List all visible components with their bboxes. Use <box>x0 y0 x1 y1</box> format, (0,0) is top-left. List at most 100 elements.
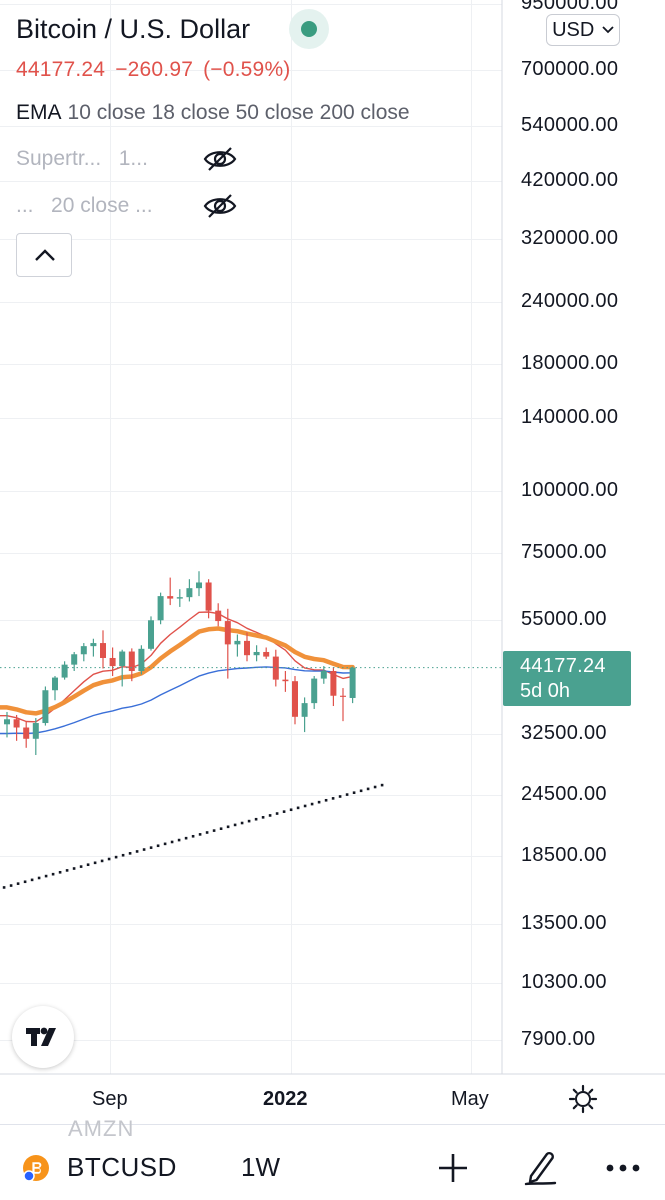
price-scale-label: 10300.00 <box>521 970 607 993</box>
ema-200-dot <box>205 831 209 834</box>
ema-200-dot <box>261 816 265 819</box>
last-price: 44177.24 <box>16 58 106 81</box>
ema-200-dot <box>373 785 377 789</box>
ema-200-dot <box>317 800 321 804</box>
ema-10-line <box>0 611 354 723</box>
bitcoin-icon <box>23 1155 49 1182</box>
price-change-percent: (−0.59%) <box>203 58 291 81</box>
candle-body <box>205 582 212 611</box>
ema-200-dot <box>23 880 27 884</box>
symbol-title[interactable]: Bitcoin / U.S. Dollar <box>16 14 251 44</box>
market-open-dot <box>301 21 317 37</box>
ema-50-line <box>0 666 354 735</box>
ema-200-dot <box>282 810 286 813</box>
chevron-up-icon <box>35 249 55 261</box>
ema-200-dot <box>114 855 118 859</box>
ema-200-dot <box>121 853 125 857</box>
candle-body <box>90 643 97 647</box>
current-price-tag: 44177.24 5d 0h <box>503 651 631 706</box>
ema-200-dot <box>156 844 160 848</box>
ema-200-dot <box>100 859 104 863</box>
ema-200-dot <box>212 829 216 832</box>
ema-200-dot <box>352 791 356 794</box>
ema-200-dot <box>2 886 6 889</box>
candle-body <box>311 678 318 704</box>
price-scale-label: 24500.00 <box>521 783 607 806</box>
ema-200-dot <box>254 817 258 821</box>
ema-200-dot <box>310 802 314 806</box>
candle-body <box>52 677 58 691</box>
candle-body <box>42 690 49 724</box>
ema-200-dot <box>198 833 202 836</box>
market-status-indicator[interactable] <box>289 9 329 49</box>
ema-200-dot <box>219 827 223 831</box>
ema-200-dot <box>226 825 230 829</box>
ema-200-dot <box>289 808 293 812</box>
time-label-sep: Sep <box>92 1088 128 1110</box>
more-options-icon[interactable] <box>605 1158 641 1178</box>
ema-200-dot <box>324 798 328 802</box>
bar-close-countdown: 5d 0h <box>520 680 571 702</box>
price-scale-label: 18500.00 <box>521 843 607 866</box>
ema-200-dot <box>135 850 139 853</box>
ema-200-dot <box>240 821 244 825</box>
ema-200-dot <box>268 814 272 817</box>
supertrend-indicator-legend[interactable]: Supertr... 1... <box>16 147 148 171</box>
ema-200-dot <box>107 857 111 861</box>
hidden-indicator-args: 20 close ... <box>51 194 153 217</box>
ema-200-dot <box>303 804 307 808</box>
time-label-may: May <box>451 1088 489 1110</box>
ema-200-dot <box>86 863 90 867</box>
hidden-indicator-legend[interactable]: ... 20 close ... <box>16 194 153 218</box>
candle-body <box>61 664 68 678</box>
interval-selector[interactable]: 1W <box>241 1152 280 1182</box>
ema-200-dot <box>72 867 76 870</box>
price-scale-label: 140000.00 <box>521 406 619 429</box>
currency-label: USD <box>552 19 595 41</box>
candle-body <box>282 679 289 682</box>
candle-body <box>186 588 193 598</box>
symbol-selector[interactable]: BTCUSD <box>67 1152 177 1182</box>
price-scale-label: 700000.00 <box>521 58 619 81</box>
settings-icon[interactable] <box>567 1083 599 1115</box>
ema-200-dot <box>170 840 174 844</box>
price-scale-label: 55000.00 <box>521 608 607 631</box>
ema-200-dot <box>30 878 34 882</box>
ema-200-dot <box>177 838 181 842</box>
ema-200-dot <box>247 819 251 823</box>
ema-lines <box>0 611 384 889</box>
price-scale-label: 100000.00 <box>521 478 619 501</box>
drawing-tools-icon[interactable] <box>522 1148 558 1186</box>
candle-body <box>253 651 260 656</box>
candle-body <box>128 651 135 672</box>
currency-selector[interactable]: USD <box>546 14 620 46</box>
plus-icon[interactable] <box>437 1152 469 1184</box>
price-scale-label: 75000.00 <box>521 541 607 564</box>
candle-body <box>224 621 231 645</box>
eye-off-icon[interactable] <box>203 193 237 219</box>
candle-body <box>215 610 222 622</box>
ema-200-dot <box>345 793 349 796</box>
bottom-toolbar <box>0 1124 665 1200</box>
ema-200-dot <box>338 795 342 798</box>
tradingview-logo[interactable] <box>12 1006 74 1068</box>
candle-body <box>23 727 30 739</box>
ema-200-dot <box>142 848 146 851</box>
ema-indicator-legend[interactable]: EMA 10 close 18 close 50 close 200 close <box>16 101 410 125</box>
ghost-symbol-text: AMZN <box>68 1116 135 1141</box>
candle-body <box>148 620 154 649</box>
time-label-2022: 2022 <box>263 1088 308 1110</box>
price-scale-label: 320000.00 <box>521 227 619 250</box>
candles <box>4 571 356 756</box>
eye-off-icon[interactable] <box>203 146 237 172</box>
price-scale-label: 7900.00 <box>521 1028 596 1050</box>
ema-200-dot <box>16 882 20 885</box>
price-scale-label: 13500.00 <box>521 912 607 935</box>
ema-200-dot <box>93 861 97 865</box>
candle-body <box>80 646 87 655</box>
collapse-legend-button[interactable] <box>16 233 72 277</box>
ema-200-dot <box>233 823 237 827</box>
candle-body <box>71 654 78 665</box>
candle-body <box>167 596 174 599</box>
